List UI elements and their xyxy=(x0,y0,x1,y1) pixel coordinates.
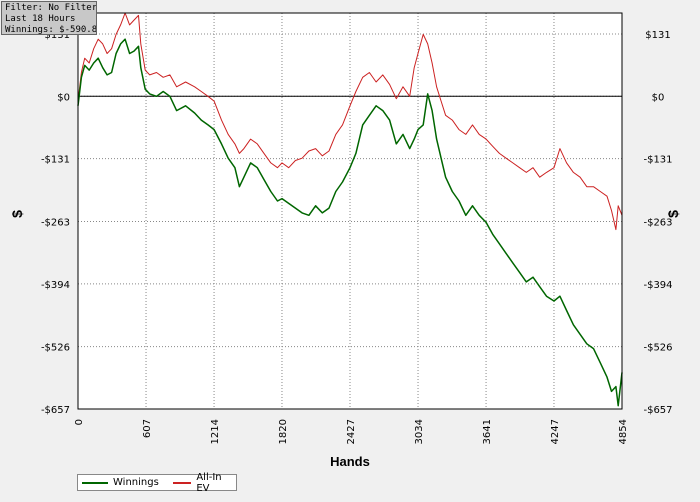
x-tick-label: 4854 xyxy=(618,419,629,444)
x-tick-label: 607 xyxy=(142,419,153,438)
legend-swatch-allin-ev xyxy=(172,481,192,484)
y-tick-label-right: -$131 xyxy=(643,155,672,166)
y-tick-label-left: -$657 xyxy=(41,405,70,416)
x-tick-label: 4247 xyxy=(550,419,561,444)
filter-line: Filter: No Filter xyxy=(5,3,97,13)
legend-swatch-winnings xyxy=(82,481,108,484)
series xyxy=(77,12,623,407)
x-axis-title: Hands xyxy=(330,454,370,469)
y-tick-label-right: $0 xyxy=(652,92,665,103)
y-tick-label-right: $131 xyxy=(645,30,670,41)
y-tick-label-left: -$394 xyxy=(41,280,70,291)
tick-labels: 0 607 1214 1820 2427 3034 3641 4247 4854 -$657 -$6… xyxy=(41,30,673,445)
y-tick-label-left: $0 xyxy=(57,92,70,103)
y-axis-title-left: $ xyxy=(9,210,25,218)
x-tick-label: 0 xyxy=(74,419,85,425)
legend-label-allin-ev: All-In EV xyxy=(196,471,222,494)
legend-label-winnings: Winnings xyxy=(113,477,159,488)
y-tick-label-left: $131 xyxy=(45,30,70,41)
y-axis-title-right: $ xyxy=(665,210,681,218)
series-line-all-in-ev xyxy=(77,12,623,231)
y-tick-label-left: -$526 xyxy=(41,343,70,354)
plot-frame xyxy=(77,12,623,410)
x-tick-label: 1820 xyxy=(278,419,289,444)
legend-item-winnings: Winnings xyxy=(82,477,159,488)
legend-item-allin-ev: All-In EV xyxy=(172,471,226,494)
x-tick-label: 2427 xyxy=(346,419,357,444)
winnings-line: Winnings: $-590.83 xyxy=(5,25,97,35)
y-tick-label-right: -$394 xyxy=(643,280,672,291)
legend: Winnings All-In EV xyxy=(77,471,237,494)
y-tick-label-left: -$131 xyxy=(41,155,70,166)
series-line-winnings xyxy=(77,38,623,407)
x-tick-label: 3034 xyxy=(414,419,425,444)
filter-info-box: Filter: No Filter Last 18 Hours Winnings… xyxy=(1,1,97,35)
y-tick-label-right: -$526 xyxy=(643,343,672,354)
x-tick-label: 3641 xyxy=(482,419,493,444)
y-tick-label-right: -$657 xyxy=(643,405,672,416)
x-tick-label: 1214 xyxy=(210,419,221,444)
y-tick-label-right: -$263 xyxy=(643,217,672,228)
y-tick-label-left: -$263 xyxy=(41,217,70,228)
period-line: Last 18 Hours xyxy=(5,14,76,24)
